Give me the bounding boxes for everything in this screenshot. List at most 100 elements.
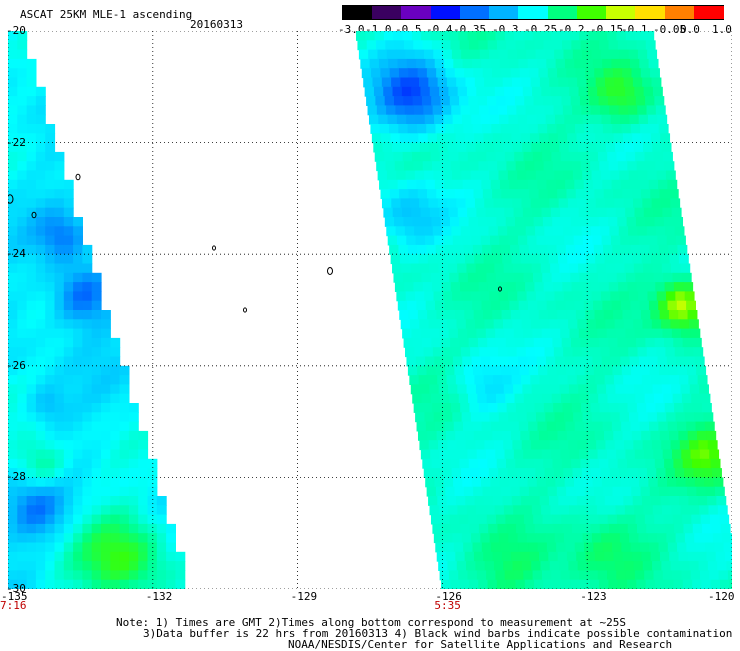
swath-cell xyxy=(578,449,589,460)
swath-cell xyxy=(128,561,139,571)
swath-cell xyxy=(576,496,587,506)
swath-cell xyxy=(609,468,620,478)
swath-cell xyxy=(458,393,469,404)
swath-cell xyxy=(63,282,74,292)
swath-cell xyxy=(633,263,644,274)
swath-cell xyxy=(406,356,417,367)
swath-cell xyxy=(434,179,445,190)
swath-cell xyxy=(490,356,501,367)
swath-cell xyxy=(517,291,528,302)
swath-cell xyxy=(693,468,704,478)
swath-cell xyxy=(523,393,534,404)
swath-cell xyxy=(664,161,675,172)
swath-cell xyxy=(655,523,666,534)
swath-cell xyxy=(595,375,606,385)
color-scale-segment xyxy=(372,6,403,19)
swath-cell xyxy=(520,189,530,199)
swath-cell xyxy=(507,347,518,358)
swath-cell xyxy=(601,533,612,544)
swath-cell xyxy=(701,403,712,413)
swath-cell xyxy=(663,337,674,348)
swath-cell xyxy=(464,133,475,144)
swath-cell xyxy=(546,542,557,553)
swath-cell xyxy=(424,170,435,181)
swath-cell xyxy=(101,430,111,441)
swath-cell xyxy=(624,505,635,516)
swath-cell xyxy=(561,393,571,404)
swath-cell xyxy=(646,226,657,237)
swath-cell xyxy=(8,328,18,339)
swath-cell xyxy=(515,403,526,413)
swath-cell xyxy=(73,217,83,227)
swath-cell xyxy=(577,142,588,153)
swath-cell xyxy=(634,86,645,97)
swath-cell xyxy=(526,291,537,302)
swath-cell xyxy=(147,496,158,506)
swath-cell xyxy=(8,458,18,469)
swath-cell xyxy=(45,151,56,162)
swath-cell xyxy=(498,170,509,181)
swath-cell xyxy=(667,421,678,432)
swath-cell xyxy=(531,263,542,274)
swath-cell xyxy=(469,403,480,413)
swath-cell xyxy=(101,579,111,589)
swath-cell xyxy=(627,403,638,413)
swath-cell xyxy=(119,533,130,544)
swath-cell xyxy=(449,217,460,227)
swath-cell xyxy=(101,375,111,385)
swath-cell xyxy=(8,505,18,516)
swath-cell xyxy=(479,105,490,116)
swath-cell xyxy=(166,551,176,562)
swath-cell xyxy=(594,430,605,441)
swath-cell xyxy=(668,189,679,199)
swath-cell xyxy=(559,384,570,395)
swath-cell xyxy=(665,347,676,358)
swath-cell xyxy=(8,514,18,525)
swath-cell xyxy=(433,291,444,302)
swath-cell xyxy=(421,96,432,106)
swath-cell xyxy=(8,347,18,358)
swath-cell xyxy=(679,496,690,506)
swath-cell xyxy=(621,421,632,432)
swath-cell xyxy=(637,226,648,237)
swath-cell xyxy=(644,570,655,581)
swath-cell xyxy=(26,151,37,162)
swath-cell xyxy=(613,551,624,562)
swath-cell xyxy=(616,393,627,404)
swath-cell xyxy=(561,579,572,589)
island-outline xyxy=(243,307,247,313)
swath-cell xyxy=(576,430,586,441)
swath-cell xyxy=(445,486,456,497)
swath-cell xyxy=(431,40,442,51)
swath-cell xyxy=(509,300,520,311)
latitude-label: -30 xyxy=(6,582,26,595)
swath-cell xyxy=(527,179,538,190)
swath-cell xyxy=(529,189,540,199)
swath-cell xyxy=(559,86,570,97)
swath-cell xyxy=(522,142,532,153)
swath-cell xyxy=(578,384,589,395)
swath-cell xyxy=(566,68,577,79)
swath-cell xyxy=(460,282,470,292)
swath-cell xyxy=(45,337,56,348)
swath-cell xyxy=(700,514,711,525)
swath-cell xyxy=(101,347,111,358)
swath-cell xyxy=(101,551,111,562)
swath-cell xyxy=(572,468,583,478)
swath-cell xyxy=(489,49,499,60)
swath-cell xyxy=(524,161,535,172)
swath-cell xyxy=(406,114,417,125)
swath-cell xyxy=(555,235,566,246)
swath-cell xyxy=(487,579,498,589)
swath-cell xyxy=(495,328,506,339)
color-scale-segment xyxy=(664,6,695,19)
swath-cell xyxy=(537,244,548,255)
swath-cell xyxy=(639,542,650,553)
swath-cell xyxy=(472,365,483,376)
swath-cell xyxy=(601,477,612,488)
swath-cell xyxy=(166,561,176,571)
swath-cell xyxy=(506,161,517,172)
swath-cell xyxy=(600,170,611,181)
swath-cell xyxy=(54,412,65,423)
swath-cell xyxy=(689,384,700,395)
